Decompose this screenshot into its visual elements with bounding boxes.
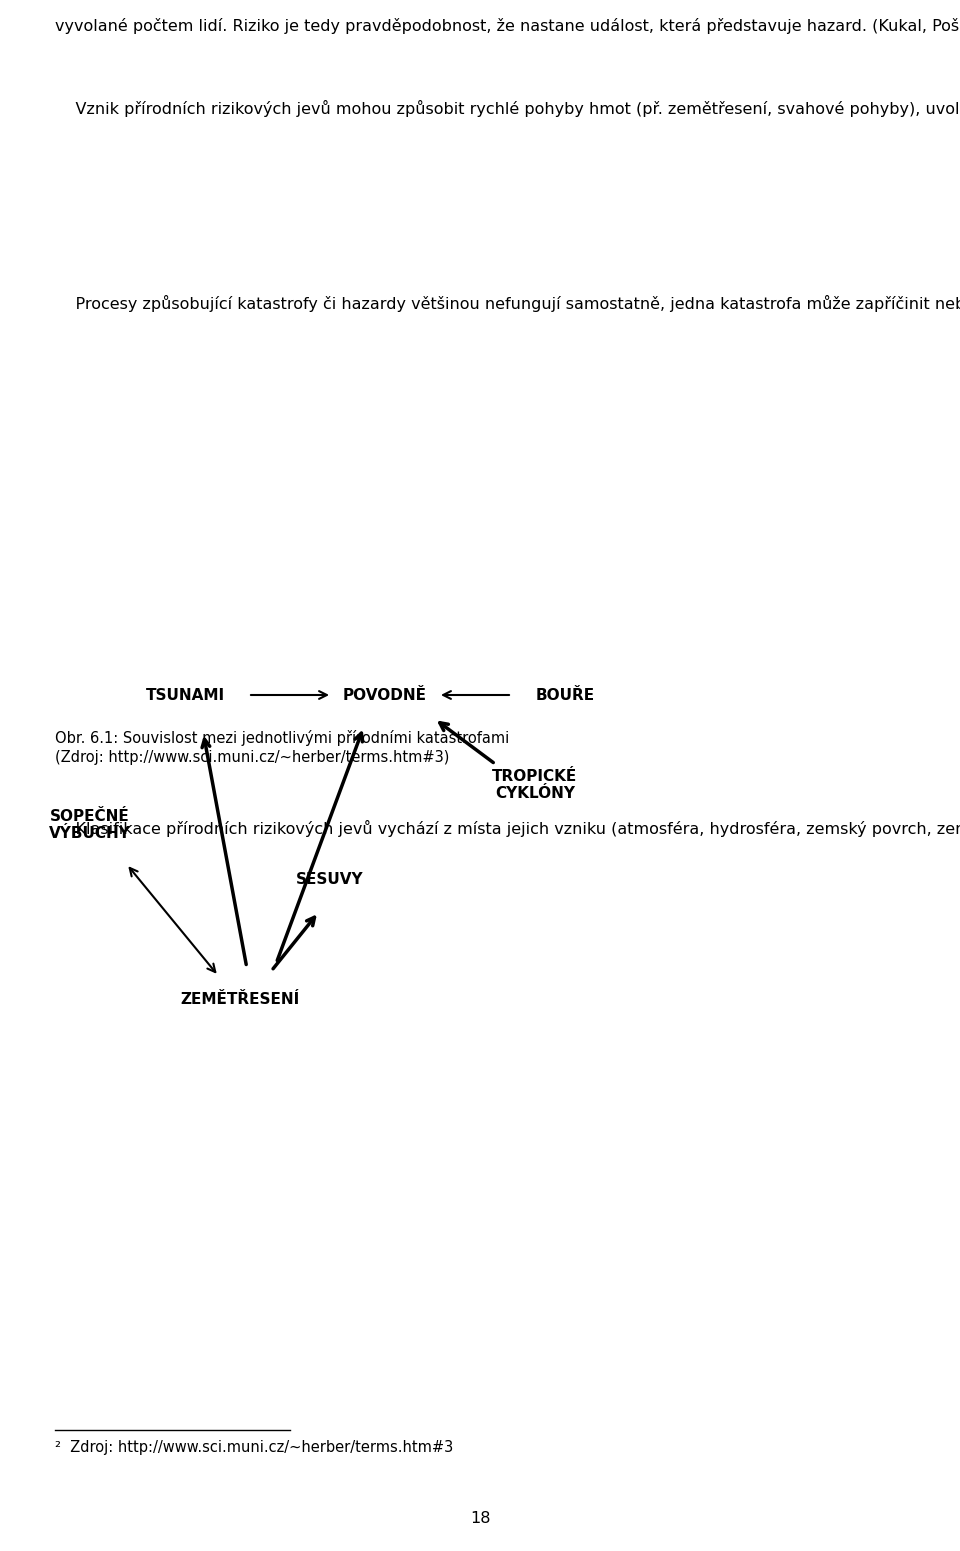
- Text: TROPICKÉ
CYKLÓNY: TROPICKÉ CYKLÓNY: [492, 769, 578, 802]
- Text: vyvolané počtem lidí. Riziko je tedy pravděpodobnost, že nastane událost, která : vyvolané počtem lidí. Riziko je tedy pra…: [55, 19, 960, 34]
- Text: ZEMĚTŘESENÍ: ZEMĚTŘESENÍ: [180, 993, 300, 1008]
- Text: POVODNĚ: POVODNĚ: [343, 687, 427, 703]
- Text: BOUŘE: BOUŘE: [536, 687, 594, 703]
- Text: SESUVY: SESUVY: [297, 873, 364, 887]
- Text: 18: 18: [469, 1511, 491, 1526]
- Text: TSUNAMI: TSUNAMI: [145, 687, 225, 703]
- Text: Klasifikace přírodních rizikových jevů vychází z místa jejich vzniku (atmosféra,: Klasifikace přírodních rizikových jevů v…: [55, 820, 960, 838]
- Text: Procesy způsobující katastrofy či hazardy většinou nefungují samostatně, jedna k: Procesy způsobující katastrofy či hazard…: [55, 295, 960, 312]
- Text: SOPEČNÉ
VÝBUCHY: SOPEČNÉ VÝBUCHY: [49, 808, 131, 841]
- Text: (Zdroj: http://www.sci.muni.cz/~herber/terms.htm#3): (Zdroj: http://www.sci.muni.cz/~herber/t…: [55, 751, 449, 765]
- Text: Obr. 6.1: Souvislost mezi jednotlivými přírodními katastrofami: Obr. 6.1: Souvislost mezi jednotlivými p…: [55, 731, 509, 746]
- Text: ²  Zdroj: http://www.sci.muni.cz/~herber/terms.htm#3: ² Zdroj: http://www.sci.muni.cz/~herber/…: [55, 1439, 453, 1455]
- Text: Vznik přírodních rizikových jevů mohou způsobit rychlé pohyby hmot (př. zemětřes: Vznik přírodních rizikových jevů mohou z…: [55, 99, 960, 116]
